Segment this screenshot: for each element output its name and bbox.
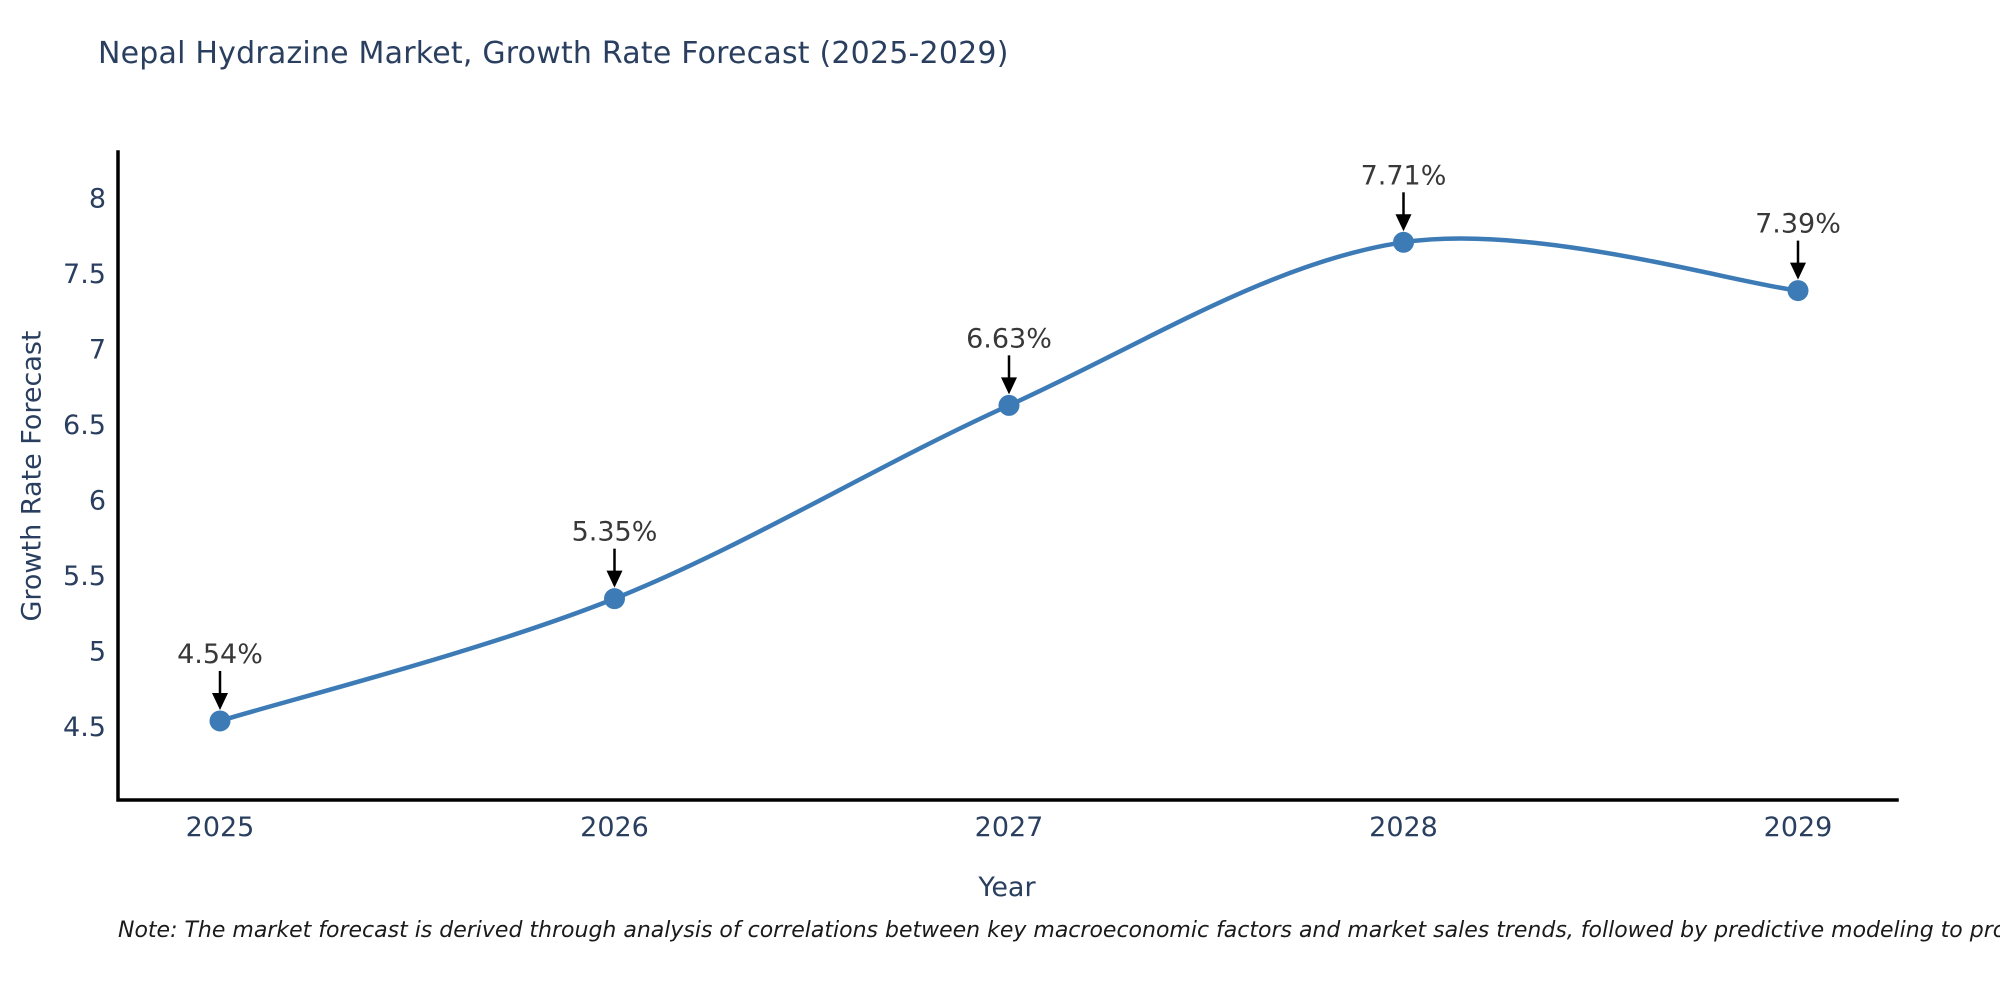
data-point-marker[interactable] bbox=[604, 588, 625, 610]
y-tick-label: 5.5 bbox=[63, 561, 106, 592]
data-point-marker[interactable] bbox=[1787, 280, 1809, 302]
data-point-marker[interactable] bbox=[998, 394, 1020, 416]
y-tick-label: 6.5 bbox=[63, 410, 106, 441]
annotation-arrow-head bbox=[212, 692, 228, 710]
annotation-arrow-head bbox=[1001, 377, 1017, 395]
forecast-line bbox=[217, 236, 1801, 724]
data-point-label: 4.54% bbox=[177, 639, 263, 670]
axis-lines bbox=[116, 150, 1899, 802]
y-tick-label: 7.5 bbox=[63, 259, 106, 290]
annotation-arrow-head bbox=[606, 570, 623, 588]
x-axis-title: Year bbox=[978, 872, 1036, 903]
annotation-arrow-head bbox=[1395, 214, 1412, 232]
x-tick-label: 2029 bbox=[1764, 812, 1833, 843]
annotation-arrow-head bbox=[1790, 262, 1806, 280]
x-tick-label: 2028 bbox=[1369, 812, 1438, 843]
data-point-label: 5.35% bbox=[572, 517, 658, 548]
data-point-marker[interactable] bbox=[209, 710, 231, 732]
y-tick-label: 6 bbox=[89, 486, 106, 517]
x-tick-label: 2027 bbox=[975, 812, 1044, 843]
chart-title: Nepal Hydrazine Market, Growth Rate Fore… bbox=[98, 36, 1009, 71]
x-tick-label: 2026 bbox=[580, 812, 649, 843]
x-tick-label: 2025 bbox=[186, 812, 255, 843]
data-point-label: 7.71% bbox=[1361, 160, 1447, 191]
y-tick-label: 4.5 bbox=[63, 712, 106, 743]
footnote: Note: The market forecast is derived thr… bbox=[118, 918, 2000, 943]
y-tick-label: 7 bbox=[89, 335, 106, 366]
data-point-label: 7.39% bbox=[1755, 209, 1841, 240]
y-tick-label: 8 bbox=[89, 184, 106, 215]
y-axis-title: Growth Rate Forecast bbox=[16, 330, 48, 622]
data-point-marker[interactable] bbox=[1393, 231, 1414, 253]
y-tick-label: 5 bbox=[89, 637, 106, 668]
data-point-label: 6.63% bbox=[966, 323, 1052, 354]
